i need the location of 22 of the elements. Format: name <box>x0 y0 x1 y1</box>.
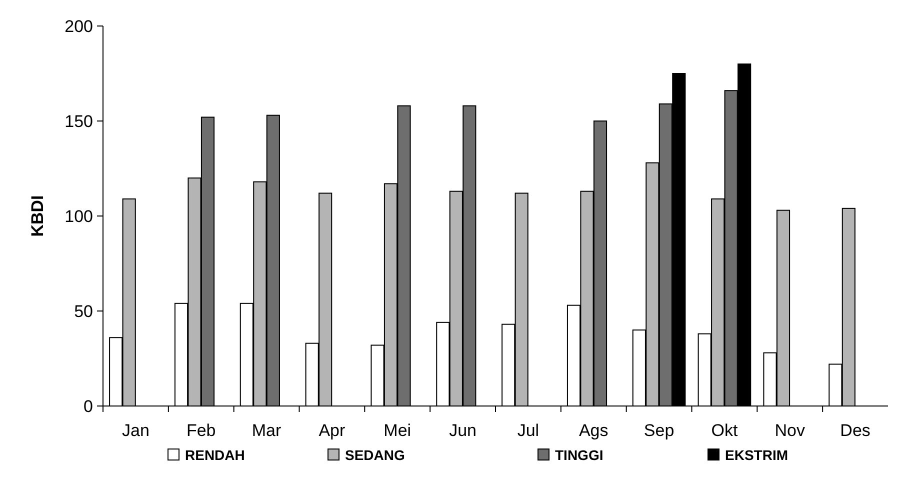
legend-label: SEDANG <box>345 447 406 463</box>
y-axis-title: KBDI <box>28 195 47 237</box>
y-tick-label: 100 <box>64 206 93 226</box>
x-tick-label: Nov <box>774 421 806 440</box>
legend-label: TINGGI <box>555 447 604 463</box>
x-tick-label: Mei <box>384 421 412 440</box>
y-tick-label: 50 <box>74 302 93 321</box>
legend-label: RENDAH <box>185 447 245 463</box>
x-tick-label: Sep <box>644 421 674 440</box>
x-tick-label: Mar <box>252 421 282 440</box>
x-tick-label: Okt <box>711 421 738 440</box>
x-tick-label: Apr <box>318 421 346 440</box>
y-tick-label: 150 <box>64 112 93 131</box>
x-tick-label: Jan <box>122 421 150 440</box>
x-tick-label: Jul <box>517 421 540 440</box>
x-tick-label: Des <box>840 421 870 440</box>
legend-label: EKSTRIM <box>725 447 788 463</box>
x-tick-label: Ags <box>578 421 608 440</box>
y-tick-label: 0 <box>84 396 93 416</box>
x-tick-label: Feb <box>186 421 216 440</box>
x-tick-label: Jun <box>449 421 477 440</box>
y-tick-label: 200 <box>64 16 93 36</box>
